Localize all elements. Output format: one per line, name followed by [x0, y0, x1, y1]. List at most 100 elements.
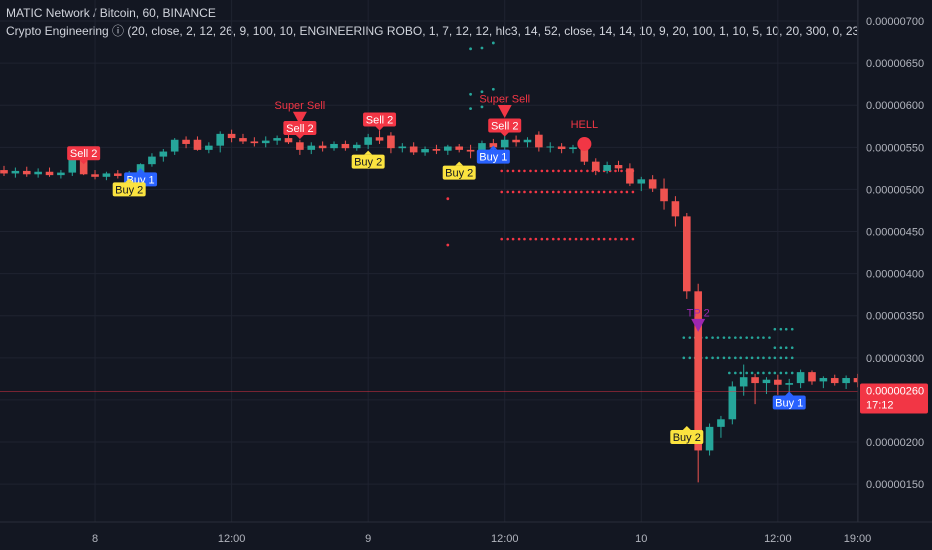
x-tick-label: 9: [365, 533, 371, 545]
signal-pointer: [489, 145, 498, 150]
price-badge-countdown: 17:12: [866, 400, 894, 412]
candle-body: [603, 165, 611, 171]
x-tick-label: 8: [92, 533, 98, 545]
signal-box: [283, 120, 317, 135]
signal-labels: Sell 2 Buy 1 Buy 2 Sell 2 Sell 2 Buy 2 Buy 2 Se…: [67, 112, 806, 444]
level-dot: [790, 356, 794, 360]
level-dot: [568, 237, 572, 241]
signal-text: Buy 2: [115, 184, 143, 196]
signal-text: Sell 2: [491, 120, 519, 132]
level-dot: [734, 356, 737, 360]
candle-body: [182, 139, 190, 144]
level-dot: [545, 237, 549, 241]
signal-text: Buy 2: [673, 432, 701, 444]
candle-body: [683, 216, 691, 292]
signal-buy1: Buy 1: [772, 391, 806, 410]
x-tick-label: 19:00: [844, 533, 872, 545]
scatter-dot: [446, 197, 450, 201]
price-axis[interactable]: 0.00000700 0.00000650 0.00000600 0.00000550…: [866, 16, 924, 491]
candle-body: [375, 137, 384, 141]
level-dot: [534, 190, 538, 194]
scatter-dot: [480, 90, 484, 94]
level-dot: [739, 356, 742, 360]
candle-body: [830, 378, 839, 384]
level-dot: [529, 190, 532, 194]
level-dot: [625, 237, 629, 241]
candle-body: [91, 174, 99, 177]
signal-sell: Sell 2: [67, 146, 101, 165]
price-badge-value: 0.00000260: [866, 386, 924, 398]
level-dot: [545, 190, 549, 194]
candle-body: [739, 377, 748, 387]
chart-title: MATIC Network / Bitcoin, 60, BINANCE: [6, 6, 216, 20]
candle-body: [102, 173, 111, 177]
indicator-legend[interactable]: Crypto Engineering ⓘ (20, close, 2, 12, …: [6, 24, 858, 38]
time-axis[interactable]: 8 12:00 9 12:00 10 12:00 19:00: [92, 533, 871, 545]
level-dot: [608, 190, 612, 194]
level-dot: [506, 190, 510, 194]
level-dot: [580, 169, 583, 173]
level-dot: [756, 356, 760, 360]
candle-body: [261, 140, 270, 144]
signal-box: [442, 165, 476, 180]
level-dot: [568, 169, 572, 173]
signal-box: [488, 118, 522, 133]
signal-sell: Sell 2: [363, 112, 397, 131]
level-dot: [523, 169, 526, 173]
candle-body: [705, 426, 714, 451]
candle-body: [11, 170, 20, 174]
level-dot: [534, 237, 538, 241]
scatter-dot: [469, 47, 472, 51]
level-dot: [716, 356, 720, 360]
candle-body: [648, 179, 657, 189]
level-dot: [563, 190, 566, 194]
signal-text: Buy 1: [479, 152, 507, 164]
candle-body: [774, 379, 782, 385]
level-dot: [591, 190, 595, 194]
level-dot: [500, 190, 504, 194]
candle-body: [466, 149, 475, 152]
scatter-dot: [491, 41, 495, 45]
candle-body: [114, 173, 122, 176]
signal-box: [112, 182, 146, 197]
candle-body: [193, 139, 202, 150]
signal-text: Buy 2: [445, 168, 473, 180]
level-dot: [580, 237, 583, 241]
y-tick-label: 0.00000550: [866, 142, 924, 154]
annotation-triangle: [497, 104, 512, 118]
level-dot: [625, 190, 629, 194]
level-dot: [608, 237, 612, 241]
level-dot: [551, 237, 555, 241]
signal-sell: Sell 2: [283, 120, 317, 139]
level-dot: [586, 190, 589, 194]
price-axis-bg: [858, 0, 932, 550]
candle-body: [0, 170, 8, 174]
level-dot: [614, 190, 617, 194]
level-dot: [574, 237, 578, 241]
candle-body: [45, 171, 54, 176]
candle-body: [68, 158, 77, 173]
level-dot: [762, 356, 765, 360]
candle-body: [671, 201, 680, 217]
level-dot: [734, 371, 737, 375]
scatter-dot: [480, 46, 484, 50]
candle-body: [637, 179, 646, 184]
level-dot: [711, 336, 714, 339]
candle-body: [785, 383, 794, 385]
level-dot: [557, 190, 560, 194]
signal-text: Sell 2: [286, 123, 314, 135]
level-dot: [779, 327, 783, 331]
level-dot: [716, 336, 720, 339]
signal-box: [772, 395, 806, 410]
level-dot: [779, 371, 783, 375]
level-dot: [768, 356, 771, 360]
level-dot: [745, 371, 748, 375]
candle-body: [808, 372, 816, 382]
candle-body: [569, 147, 577, 150]
level-dot: [580, 190, 583, 194]
signal-pointer: [375, 126, 384, 131]
candle-body: [341, 143, 350, 149]
grid: [0, 0, 858, 522]
scatter-dot: [491, 87, 495, 91]
